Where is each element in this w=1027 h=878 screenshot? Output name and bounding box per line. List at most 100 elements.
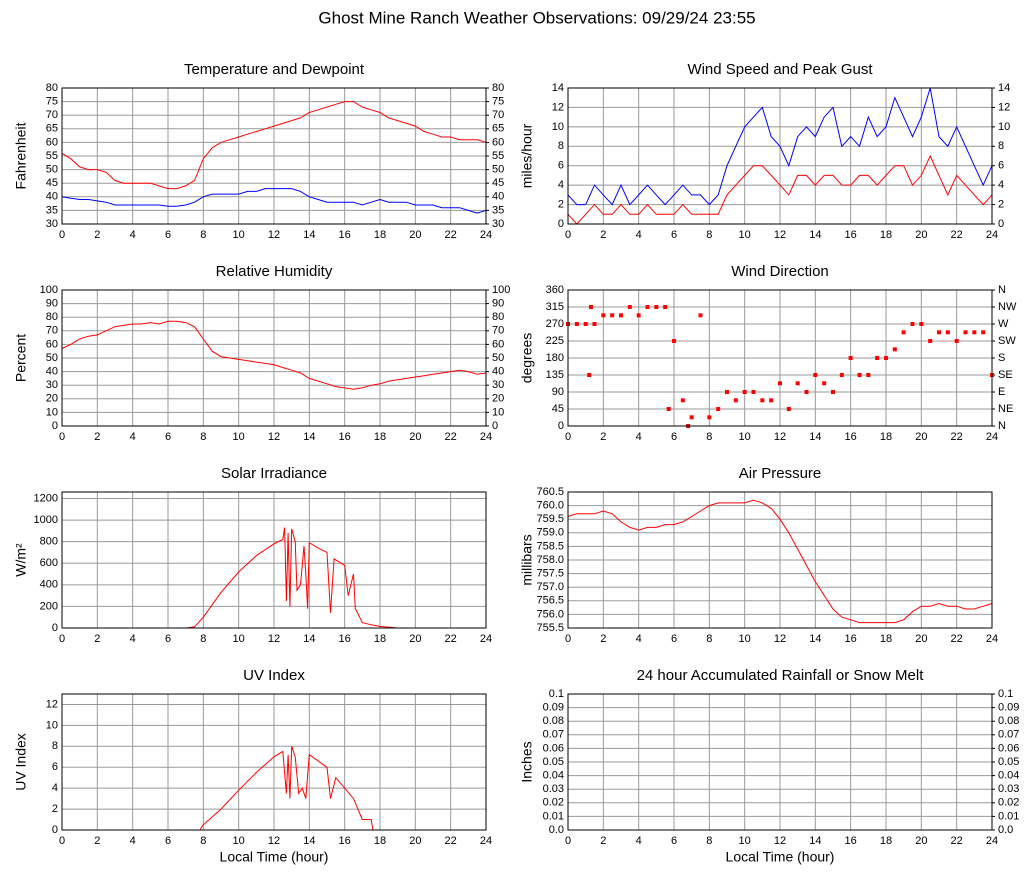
data-line bbox=[61, 188, 487, 214]
x-tick-label: 16 bbox=[339, 633, 351, 645]
x-tick-label: 22 bbox=[445, 431, 457, 443]
x-tick-label: 4 bbox=[130, 835, 136, 847]
x-tick-label: 12 bbox=[268, 229, 280, 241]
data-point bbox=[981, 330, 986, 335]
x-tick-label: 22 bbox=[445, 229, 457, 241]
x-tick-label: 0 bbox=[59, 229, 65, 241]
x-tick-label: 8 bbox=[200, 835, 206, 847]
y2-tick-label: 70 bbox=[492, 109, 504, 121]
y-tick-label: 12 bbox=[46, 698, 58, 710]
x-tick-label: 10 bbox=[739, 835, 751, 847]
x-axis-label: Local Time (hour) bbox=[726, 849, 835, 865]
x-tick-label: 16 bbox=[845, 229, 857, 241]
y-tick-label: 8 bbox=[52, 740, 58, 752]
x-tick-label: 12 bbox=[774, 835, 786, 847]
y-tick-label: 757.0 bbox=[536, 581, 564, 593]
x-tick-label: 22 bbox=[951, 835, 963, 847]
x-tick-label: 4 bbox=[130, 229, 136, 241]
y-tick-label: 80 bbox=[46, 82, 58, 94]
y-axis-label: W/m² bbox=[13, 543, 29, 577]
y-tick-label: 60 bbox=[46, 136, 58, 148]
x-tick-label: 2 bbox=[600, 835, 606, 847]
x-tick-label: 14 bbox=[809, 633, 821, 645]
data-point bbox=[645, 305, 650, 309]
data-point bbox=[663, 305, 668, 309]
data-point bbox=[919, 322, 924, 326]
x-tick-label: 20 bbox=[915, 431, 927, 443]
y2-tick-label: 70 bbox=[492, 325, 504, 337]
y-tick-label: 0.05 bbox=[543, 756, 564, 768]
x-tick-label: 2 bbox=[94, 431, 100, 443]
data-point bbox=[588, 305, 593, 309]
y2-tick-label: 100 bbox=[492, 284, 510, 296]
chart-title: Relative Humidity bbox=[216, 263, 333, 280]
y-tick-label: 0 bbox=[52, 824, 58, 836]
y2-tick-label: 30 bbox=[492, 218, 504, 230]
x-tick-label: 14 bbox=[303, 229, 315, 241]
y-tick-label: 65 bbox=[46, 123, 58, 135]
data-point bbox=[822, 381, 827, 386]
x-tick-label: 14 bbox=[303, 835, 315, 847]
y2-tick-label: NE bbox=[998, 403, 1013, 415]
x-tick-label: 0 bbox=[565, 633, 571, 645]
y-tick-label: 0.02 bbox=[543, 797, 564, 809]
y-tick-label: 75 bbox=[46, 96, 58, 108]
y-axis-label: degrees bbox=[519, 333, 535, 384]
y-tick-label: 0 bbox=[52, 420, 58, 432]
x-tick-label: 8 bbox=[706, 431, 712, 443]
x-tick-label: 10 bbox=[233, 431, 245, 443]
data-point bbox=[574, 322, 579, 326]
data-point bbox=[716, 407, 721, 411]
y-tick-label: 800 bbox=[40, 536, 58, 548]
y2-tick-label: 2 bbox=[998, 198, 1004, 210]
y-tick-label: 90 bbox=[46, 298, 58, 310]
data-point bbox=[804, 390, 809, 394]
x-tick-label: 20 bbox=[915, 835, 927, 847]
data-point bbox=[892, 347, 897, 352]
y-axis-label: miles/hour bbox=[519, 123, 535, 188]
y-tick-label: 0.0 bbox=[549, 824, 564, 836]
y-tick-label: 30 bbox=[46, 218, 58, 230]
y2-tick-label: SE bbox=[998, 369, 1013, 381]
y-tick-label: 8 bbox=[558, 140, 564, 152]
x-tick-label: 6 bbox=[165, 633, 171, 645]
y-tick-label: 30 bbox=[46, 379, 58, 391]
x-tick-label: 4 bbox=[130, 633, 136, 645]
y2-tick-label: SW bbox=[998, 335, 1016, 347]
data-point bbox=[848, 356, 853, 360]
y2-tick-label: 80 bbox=[492, 311, 504, 323]
x-tick-label: 2 bbox=[600, 633, 606, 645]
x-tick-label: 14 bbox=[303, 431, 315, 443]
data-point bbox=[619, 313, 623, 318]
data-point bbox=[928, 339, 933, 343]
y-tick-label: 758.5 bbox=[536, 540, 564, 552]
plot-frame bbox=[567, 289, 993, 427]
data-line bbox=[61, 320, 487, 390]
data-point bbox=[884, 356, 888, 360]
chart-title: Wind Speed and Peak Gust bbox=[687, 61, 873, 78]
plot-frame bbox=[61, 491, 487, 629]
data-point bbox=[610, 313, 615, 318]
y-tick-label: 4 bbox=[52, 782, 58, 794]
y2-tick-label: 75 bbox=[492, 96, 504, 108]
data-point bbox=[627, 305, 632, 309]
x-tick-label: 24 bbox=[986, 633, 998, 645]
data-point bbox=[654, 305, 659, 309]
x-tick-label: 8 bbox=[706, 835, 712, 847]
x-tick-label: 2 bbox=[600, 229, 606, 241]
x-tick-label: 24 bbox=[480, 835, 492, 847]
chart-title: Solar Irradiance bbox=[221, 465, 327, 482]
y2-tick-label: 30 bbox=[492, 379, 504, 391]
y-tick-label: 0 bbox=[558, 218, 564, 230]
data-point bbox=[742, 390, 747, 394]
y-tick-label: 0.04 bbox=[543, 770, 564, 782]
data-point bbox=[583, 322, 588, 326]
y-tick-label: 0.09 bbox=[543, 702, 564, 714]
x-tick-label: 8 bbox=[200, 229, 206, 241]
x-tick-label: 2 bbox=[94, 229, 100, 241]
x-tick-label: 14 bbox=[809, 835, 821, 847]
plot-frame bbox=[61, 289, 487, 427]
y-tick-label: 50 bbox=[46, 352, 58, 364]
